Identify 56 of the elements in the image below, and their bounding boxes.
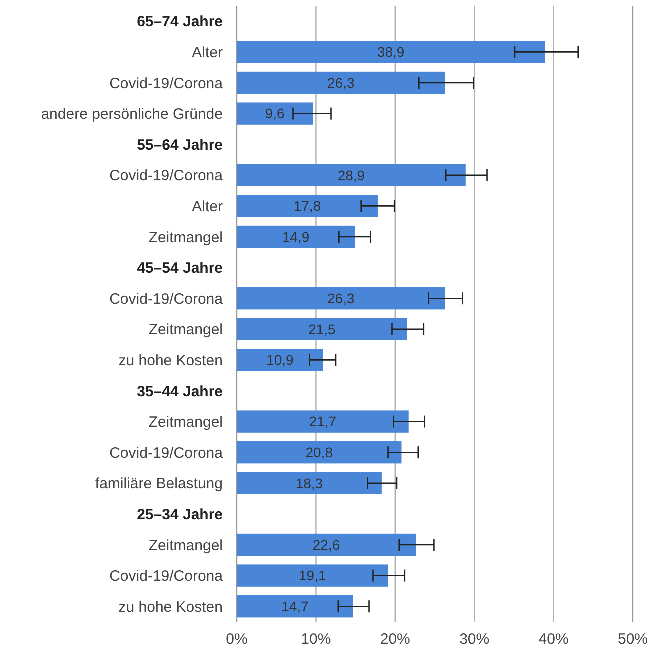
y-tick-label: Alter [192,44,224,62]
y-tick-label: Covid-19/Corona [110,444,224,462]
y-tick-label: Zeitmangel [148,414,223,432]
bar [237,102,314,125]
bar [237,195,378,218]
data-label: 10,9 [266,352,294,368]
data-label: 22,6 [312,536,340,553]
data-label: 20,8 [306,444,334,460]
x-tick-label: 40% [538,631,569,648]
data-label: 14,7 [282,598,310,614]
bar [237,226,356,248]
y-tick-label: Zeitmangel [148,322,223,339]
bar [237,564,388,587]
data-label: 26,3 [328,74,355,91]
bar [237,164,466,186]
y-tick-label: familiäre Belastung [95,476,223,493]
x-tick-label: 0% [226,631,248,648]
data-label: 9,6 [265,106,285,122]
bar [237,442,402,464]
y-tick-label: 65–74 Jahre [137,14,223,31]
data-label: 21,5 [308,321,336,338]
data-label: 14,9 [282,228,310,245]
data-label: 28,9 [338,167,366,184]
data-label: 38,9 [377,44,405,60]
data-label: 18,3 [296,475,324,492]
bar [237,349,324,372]
bar [237,534,416,556]
x-tick-label: 30% [460,631,490,648]
y-tick-label: 25–34 Jahre [137,506,223,524]
x-tick-label: 20% [380,631,410,648]
bar [237,288,446,310]
y-tick-label: 35–44 Jahre [137,383,223,400]
x-tick-label: 10% [301,631,332,648]
y-tick-label: Covid-19/Corona [110,290,224,308]
y-tick-label: Covid-19/Corona [110,168,224,185]
y-tick-label: Covid-19/Corona [110,568,224,586]
y-tick-label: zu hohe Kosten [118,598,223,616]
x-tick-label: 50% [618,631,648,648]
y-tick-label: andere persönliche Gründe [41,106,223,124]
bar [237,596,354,618]
y-tick-label: Alter [192,198,224,216]
y-tick-label: zu hohe Kosten [118,352,223,370]
bar [237,472,382,494]
y-tick-label: 55–64 Jahre [137,136,223,154]
data-label: 19,1 [299,568,326,584]
data-label: 21,7 [309,414,337,430]
bar [237,72,446,94]
data-label: 17,8 [294,198,322,214]
data-label: 26,3 [328,290,355,306]
y-tick-label: Zeitmangel [148,537,223,554]
y-tick-label: Zeitmangel [148,229,223,246]
bar [237,318,408,340]
y-tick-label: Covid-19/Corona [110,75,224,92]
y-tick-label: 45–54 Jahre [137,260,223,278]
bar [237,41,546,64]
bar [237,410,409,433]
